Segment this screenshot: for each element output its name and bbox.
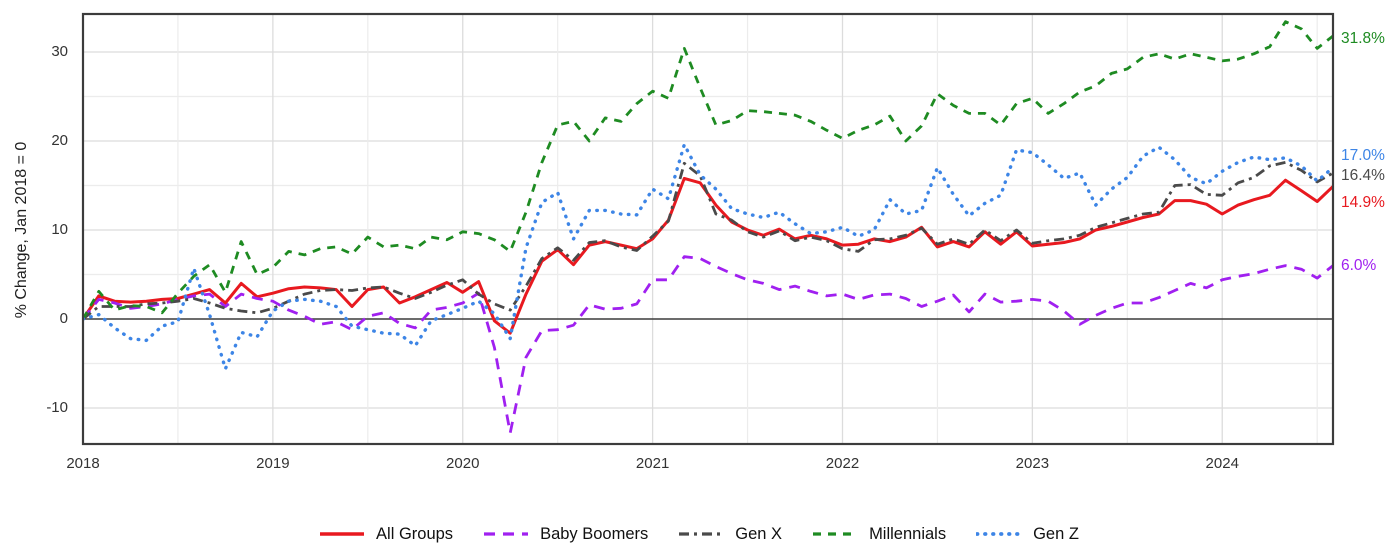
- series-line-millennials: [82, 20, 1334, 320]
- series-line-gen_z: [82, 142, 1334, 371]
- legend-label: Millennials: [869, 524, 947, 543]
- x-tick-label: 2024: [1205, 455, 1239, 472]
- legend-item-millennials: Millennials: [812, 525, 946, 544]
- end-label-millennials: 31.8%: [1341, 29, 1385, 47]
- legend-key-gen_z: [976, 532, 1023, 536]
- x-tick-label: 2023: [1015, 455, 1050, 472]
- y-tick-label: 10: [51, 221, 68, 238]
- y-tick-label: 20: [51, 132, 68, 149]
- end-label-all_groups: 14.9%: [1341, 194, 1385, 212]
- legend-item-gen_z: Gen Z: [976, 525, 1079, 544]
- y-tick-label: 30: [51, 43, 68, 60]
- legend-label: Baby Boomers: [540, 524, 649, 543]
- legend-item-baby_boomers: Baby Boomers: [483, 525, 648, 544]
- end-label-gen_x: 16.4%: [1341, 167, 1385, 185]
- legend-item-gen_x: Gen X: [678, 525, 782, 544]
- y-tick-label: -10: [46, 399, 68, 416]
- legend-label: All Groups: [376, 524, 454, 543]
- legend-label: Gen Z: [1033, 524, 1079, 543]
- x-tick-label: 2020: [446, 455, 480, 472]
- legend-label: Gen X: [735, 524, 783, 543]
- x-tick-label: 2021: [635, 455, 670, 472]
- series-line-gen_x: [82, 160, 1334, 321]
- legend-key-millennials: [813, 532, 858, 536]
- legend-key-all_groups: [320, 532, 365, 536]
- x-tick-label: 2022: [825, 455, 860, 472]
- end-label-gen_z: 17.0%: [1341, 146, 1385, 164]
- series-line-all_groups: [82, 176, 1334, 335]
- legend-item-all_groups: All Groups: [319, 525, 453, 544]
- y-tick-label: 0: [59, 310, 68, 327]
- x-tick-label: 2018: [66, 455, 100, 472]
- x-tick-label: 2019: [256, 455, 290, 472]
- legend: All Groups Baby Boomers Gen X Millennials Ge…: [0, 519, 1398, 549]
- end-label-baby_boomers: 6.0%: [1341, 256, 1377, 274]
- legend-key-gen_x: [679, 532, 724, 536]
- legend-key-baby_boomers: [484, 532, 529, 536]
- series-line-baby_boomers: [82, 255, 1334, 435]
